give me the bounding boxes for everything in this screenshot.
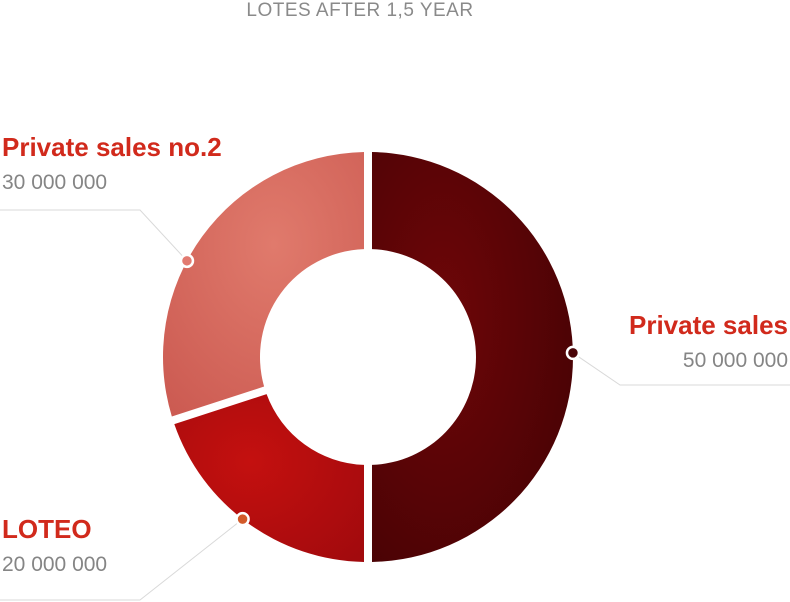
label-private-sales: Private sales 50 000 000	[629, 312, 788, 371]
marker-private-sales-no2	[179, 253, 195, 269]
slice-private-sales	[371, 152, 574, 562]
label-value: 20 000 000	[2, 553, 108, 576]
label-loteo: LOTEO 20 000 000	[2, 516, 107, 575]
leader-line	[0, 209, 188, 262]
marker-private-sales	[565, 345, 581, 361]
label-name: LOTEO	[2, 514, 92, 544]
label-value: 30 000 000	[2, 171, 108, 194]
label-name: Private sales	[628, 310, 788, 340]
leader-line	[0, 518, 243, 601]
label-name: Private sales no.2	[2, 132, 222, 162]
label-private-sales-no2: Private sales no.2 30 000 000	[2, 134, 222, 193]
slice-private-sales-no2	[162, 152, 365, 417]
label-value: 50 000 000	[682, 349, 788, 372]
slice-loteo	[174, 394, 365, 562]
leader-line	[572, 352, 790, 386]
marker-loteo	[235, 511, 250, 527]
chart-title: LOTES AFTER 1,5 YEAR	[246, 0, 474, 21]
